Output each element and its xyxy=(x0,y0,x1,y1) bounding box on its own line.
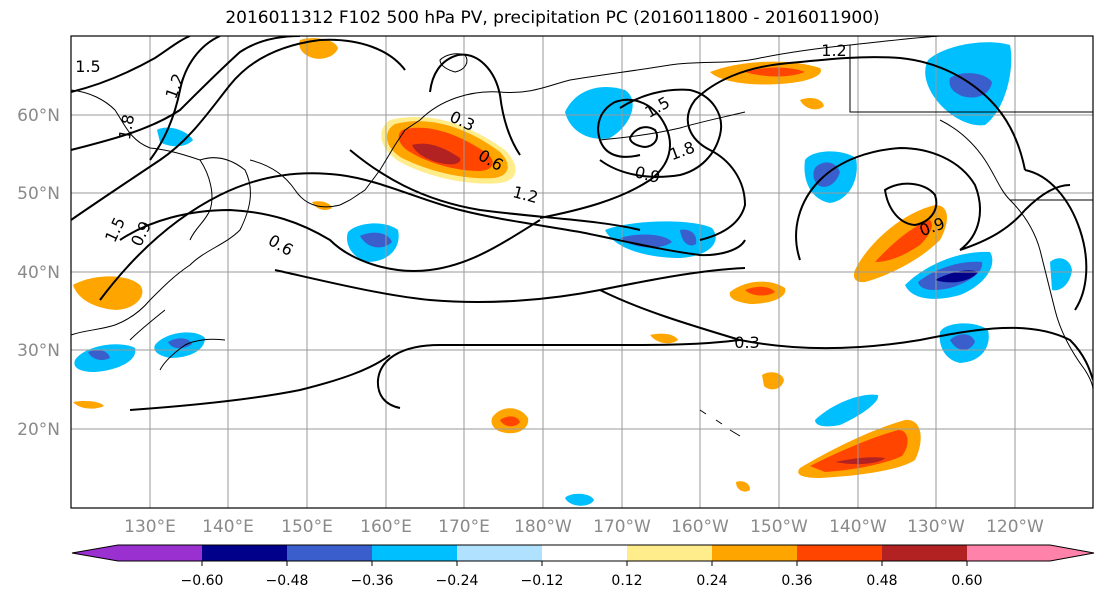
lat-labels: 60°N 50°N 40°N 30°N 20°N xyxy=(17,106,60,440)
lat-label: 50°N xyxy=(17,184,60,204)
lon-label: 140°W xyxy=(829,517,887,537)
lon-label: 170°W xyxy=(593,517,651,537)
lon-label: 130°W xyxy=(907,517,965,537)
colorbar: −0.60 −0.48 −0.36 −0.24 −0.12 0.12 0.24 … xyxy=(71,544,1095,589)
map-panel: 1.5 1.2 1.8 1.5 0.9 0.6 0.3 0.6 1.2 1.5 … xyxy=(71,36,1093,508)
colorbar-tick-label: 0.12 xyxy=(611,573,642,589)
colorbar-swatch xyxy=(202,545,287,561)
map-frame xyxy=(70,35,1094,509)
colorbar-tick-label: 0.60 xyxy=(951,573,982,589)
colorbar-swatch xyxy=(712,545,797,561)
lat-label: 20°N xyxy=(17,420,60,440)
colorbar-tick-label: −0.24 xyxy=(436,573,479,589)
colorbar-swatch xyxy=(457,545,542,561)
lat-label: 40°N xyxy=(17,263,60,283)
lon-label: 180°W xyxy=(514,517,572,537)
colorbar-extend-min xyxy=(72,545,202,561)
lon-label: 150°W xyxy=(750,517,808,537)
colorbar-tick-label: −0.12 xyxy=(521,573,564,589)
colorbar-swatch xyxy=(627,545,712,561)
colorbar-tick-label: 0.48 xyxy=(866,573,897,589)
contour-label: 1.5 xyxy=(75,57,100,76)
colorbar-swatch xyxy=(882,545,967,561)
contour-label: 1.8 xyxy=(115,113,138,141)
lon-label: 120°W xyxy=(986,517,1044,537)
contour-label: 0.3 xyxy=(734,333,759,352)
lon-label: 160°W xyxy=(671,517,729,537)
precip-shading xyxy=(73,38,1072,506)
lon-label: 130°E xyxy=(124,517,176,537)
colorbar-swatch xyxy=(542,545,627,561)
contour-label: 1.2 xyxy=(821,41,846,60)
lon-labels: 130°E 140°E 150°E 160°E 170°E 180°W 170°… xyxy=(124,517,1044,537)
lat-label: 60°N xyxy=(17,106,60,126)
colorbar-swatch xyxy=(372,545,457,561)
colorbar-tick-label: −0.60 xyxy=(181,573,224,589)
colorbar-swatch xyxy=(797,545,882,561)
chart-title: 2016011312 F102 500 hPa PV, precipitatio… xyxy=(225,8,880,28)
colorbar-tick-label: −0.48 xyxy=(266,573,309,589)
colorbar-extend-max xyxy=(967,545,1094,561)
lon-label: 140°E xyxy=(202,517,254,537)
colorbar-swatch xyxy=(287,545,372,561)
lon-label: 170°E xyxy=(438,517,490,537)
colorbar-tick-label: −0.36 xyxy=(351,573,394,589)
colorbar-tick-label: 0.36 xyxy=(781,573,812,589)
pv-contours xyxy=(71,36,1093,411)
colorbar-tick-label: 0.24 xyxy=(696,573,727,589)
graticule xyxy=(71,36,1093,508)
lon-label: 150°E xyxy=(281,517,333,537)
lat-label: 30°N xyxy=(17,341,60,361)
lon-label: 160°E xyxy=(360,517,412,537)
